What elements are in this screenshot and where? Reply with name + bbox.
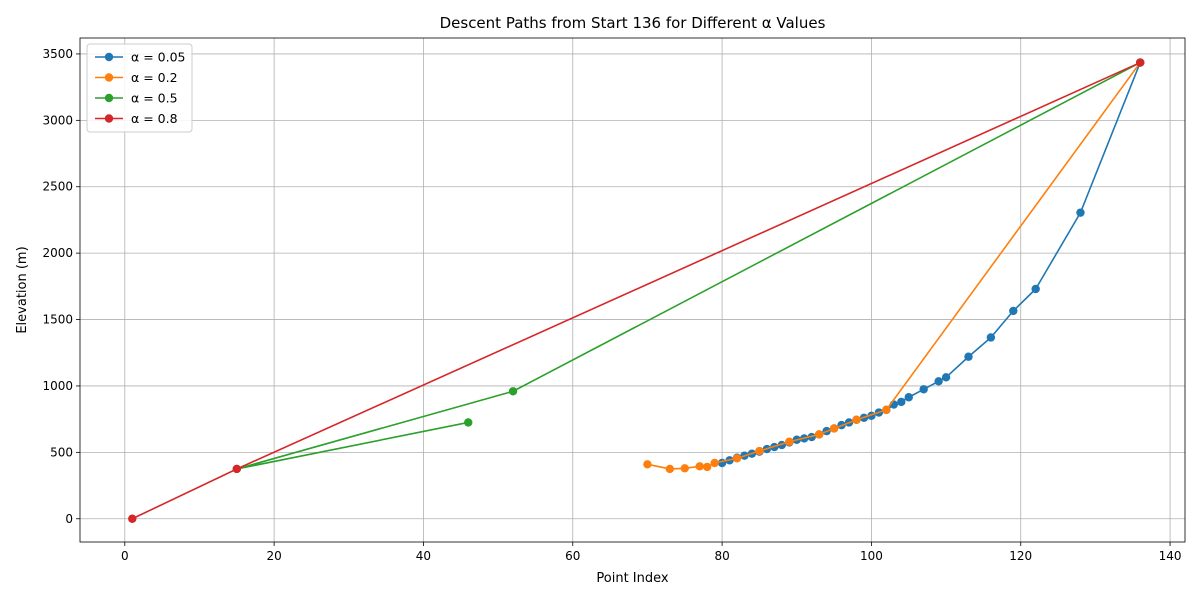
legend-label: α = 0.5 [131, 91, 178, 106]
data-point [643, 460, 652, 469]
y-tick-label: 1000 [42, 379, 73, 393]
data-point [755, 446, 764, 456]
legend-item: α = 0.2 [95, 70, 178, 85]
legend-marker [104, 114, 114, 123]
series-line [235, 61, 1141, 470]
y-tick-label: 2000 [42, 246, 73, 260]
legend-item: α = 0.8 [95, 111, 178, 126]
x-tick-label: 60 [565, 549, 580, 563]
legend-label: α = 0.8 [131, 111, 178, 126]
x-axis: 0 20 40 60 80 100 120 140 [121, 542, 1182, 563]
legend-label: α = 0.2 [131, 70, 178, 85]
data-point [232, 464, 241, 474]
chart-title: Descent Paths from Start 136 for Differe… [440, 14, 826, 32]
data-point [897, 397, 906, 407]
data-point [732, 454, 742, 463]
legend-marker [104, 73, 114, 82]
data-point [702, 462, 712, 472]
legend: α = 0.05 α = 0.2 α = 0.5 α = 0.8 [86, 43, 193, 133]
legend-marker [104, 93, 114, 103]
x-axis-label: Point Index [596, 571, 669, 586]
legend-item: α = 0.5 [95, 91, 178, 106]
data-point [986, 333, 996, 342]
y-tick-label: 1500 [42, 313, 73, 327]
x-tick-label: 80 [714, 549, 729, 563]
data-point [1076, 208, 1085, 217]
y-tick-label: 3000 [42, 113, 73, 127]
y-axis-label: Elevation (m) [15, 246, 30, 333]
legend-item: α = 0.05 [95, 50, 186, 65]
series-3 [128, 58, 1145, 523]
data-point [1136, 58, 1145, 67]
series-layer [128, 58, 1145, 523]
data-point [710, 458, 719, 468]
data-point [680, 464, 689, 473]
x-tick-label: 20 [266, 549, 281, 563]
plot-frame [79, 37, 1186, 543]
data-point [829, 424, 839, 433]
data-point [464, 418, 473, 427]
y-tick-label: 0 [65, 512, 73, 526]
x-tick-label: 100 [860, 549, 883, 563]
data-point [785, 437, 794, 446]
y-tick-label: 2500 [42, 180, 73, 194]
data-point [919, 385, 928, 394]
data-point [814, 430, 824, 439]
legend-label: α = 0.05 [131, 50, 186, 65]
x-tick-label: 120 [1009, 549, 1032, 563]
data-point [695, 462, 704, 471]
data-point [665, 464, 675, 474]
y-tick-label: 500 [50, 445, 73, 459]
legend-box [86, 43, 193, 133]
x-tick-label: 0 [121, 549, 129, 563]
data-point [904, 393, 913, 402]
data-point [934, 377, 943, 386]
data-point [941, 373, 951, 382]
series-1 [643, 58, 1145, 474]
data-point [964, 352, 973, 361]
y-tick-label: 3500 [42, 47, 73, 61]
grid [80, 38, 1185, 542]
legend-marker [104, 52, 114, 62]
data-point [508, 387, 518, 396]
data-point [882, 405, 891, 415]
data-point [128, 514, 137, 523]
data-point [1031, 284, 1040, 294]
data-point [1009, 306, 1018, 316]
y-axis: 0 500 1000 1500 2000 2500 3000 3500 [42, 47, 80, 526]
data-point [852, 415, 861, 425]
x-tick-label: 140 [1159, 549, 1182, 563]
x-tick-label: 40 [416, 549, 431, 563]
